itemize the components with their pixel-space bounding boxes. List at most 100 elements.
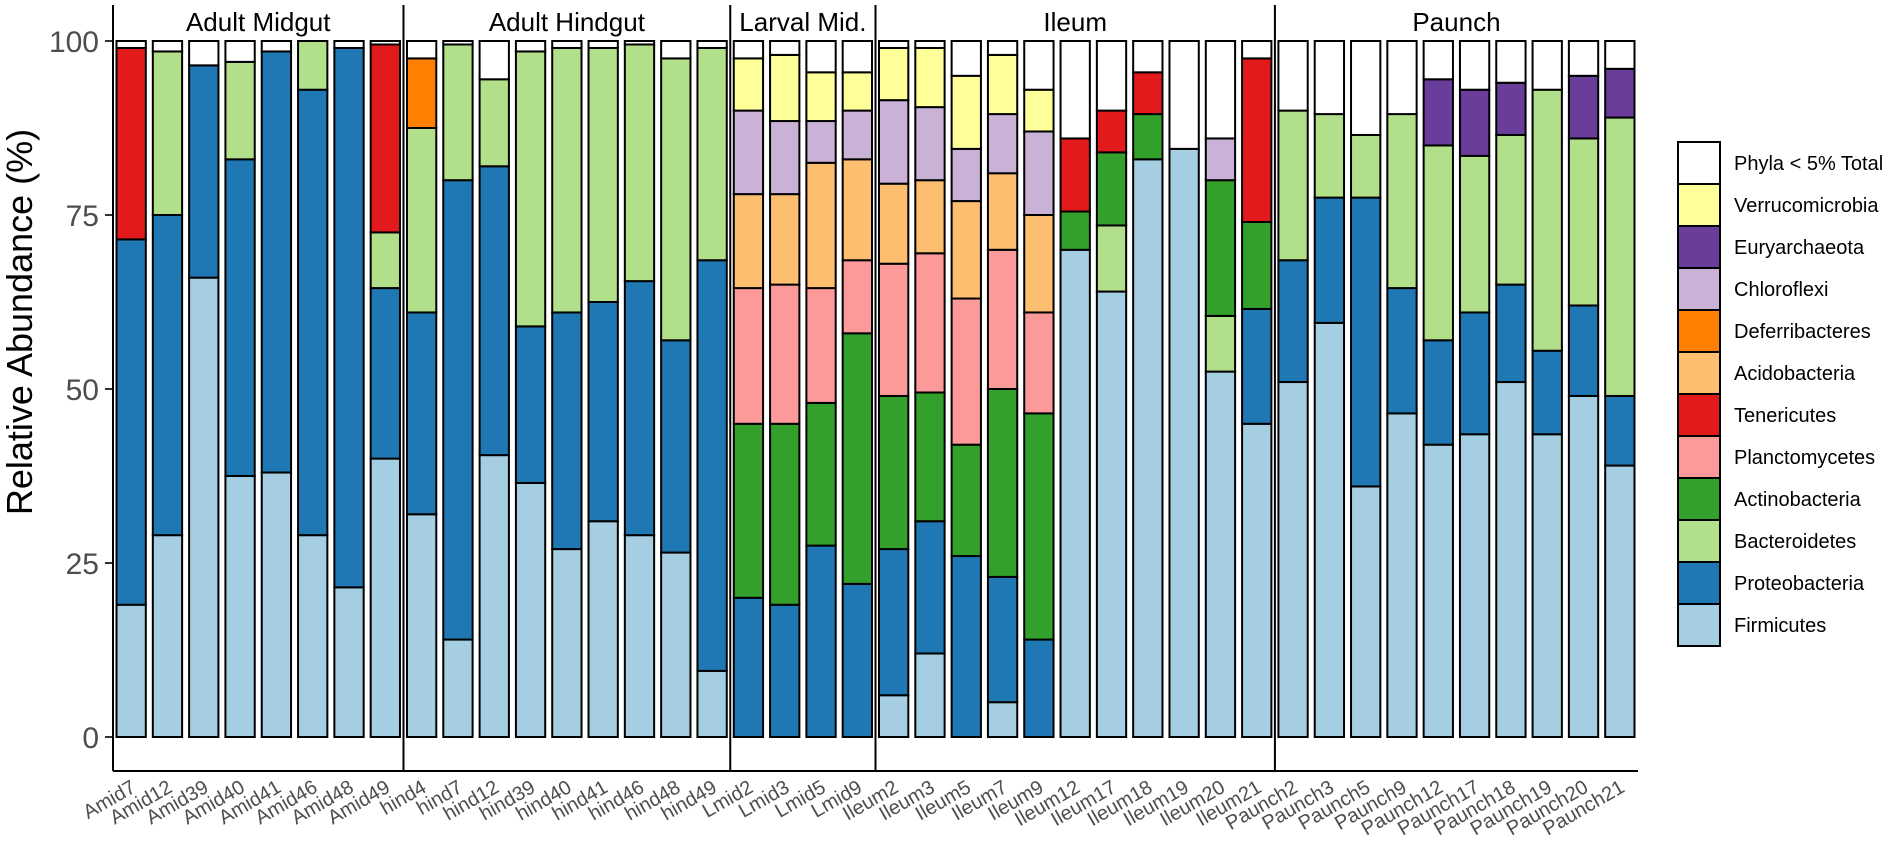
bar-segment-paunch20-proteobacteria (1567, 304, 1600, 397)
bar-segment-hind40-firmicutes (551, 548, 583, 739)
bar-segment-paunch18-bacteroidetes (1495, 133, 1527, 286)
bar-segment-ileum21-phyla-5-total (1241, 40, 1273, 60)
bar-segment-paunch3-bacteroidetes (1313, 113, 1346, 199)
bar-segment-ileum3-firmicutes (914, 652, 946, 738)
bar-segment-ileum7-firmicutes (986, 701, 1019, 739)
bar-segment-ileum2-chloroflexi (878, 99, 910, 185)
bar-segment-lmid9-phyla-5-total (841, 40, 874, 74)
facet-panels: Adult Midgut Adult Hindgut Larval Mid. Ileu… (186, 5, 1501, 771)
bar-segment-hind4-deferribacteres (405, 57, 438, 129)
bar-segment-amid12-bacteroidetes (151, 50, 184, 216)
legend-key-acidobacteria (1677, 351, 1721, 395)
bar-segment-amid46-firmicutes (297, 534, 329, 738)
bar-segment-ileum7-actinobacteria (986, 388, 1019, 578)
bar-segment-lmid3-verrucomicrobia (769, 53, 801, 123)
bar-segment-hind12-firmicutes (478, 454, 510, 738)
bar-segment-hind41-proteobacteria (587, 301, 619, 523)
bar-segment-hind46-phyla-5-total (623, 40, 656, 46)
bar-segment-lmid2-planctomycetes (732, 287, 765, 425)
bar-segment-hind7-proteobacteria (442, 179, 474, 641)
legend-label-euryarchaeota: Euryarchaeota (1734, 237, 1865, 259)
bar-segment-amid12-firmicutes (151, 534, 184, 738)
bar-segment-amid39-firmicutes (188, 276, 220, 738)
bar-segment-ileum5-acidobacteria (950, 200, 982, 300)
bar-segment-paunch12-firmicutes (1422, 443, 1454, 738)
bar-segment-ileum18-firmicutes (1132, 158, 1164, 738)
bar-segment-hind49-proteobacteria (696, 259, 728, 672)
bar-segment-ileum3-acidobacteria (914, 179, 946, 255)
bar-segment-ileum7-chloroflexi (986, 113, 1019, 175)
bar-segment-hind48-bacteroidetes (660, 57, 692, 342)
bar-segment-lmid5-chloroflexi (805, 120, 837, 164)
bar-segment-paunch21-euryarchaeota (1604, 67, 1636, 119)
bar-segment-ileum2-firmicutes (878, 694, 910, 738)
bar-segment-lmid5-phyla-5-total (805, 40, 837, 74)
bar-segment-lmid9-acidobacteria (841, 158, 874, 262)
bar-segment-paunch5-bacteroidetes (1350, 133, 1382, 199)
bar-segment-paunch19-firmicutes (1531, 433, 1563, 738)
bar-segment-ileum3-proteobacteria (914, 520, 946, 655)
bar-segment-amid48-firmicutes (333, 586, 365, 738)
bar-segment-hind4-firmicutes (405, 513, 438, 739)
bar-segment-ileum3-verrucomicrobia (914, 46, 946, 109)
bar-segment-paunch17-proteobacteria (1458, 311, 1491, 436)
legend-key-firmicutes (1677, 603, 1721, 647)
bar-segment-ileum20-firmicutes (1204, 370, 1237, 738)
legend-key-proteobacteria (1677, 561, 1721, 605)
bar-segment-paunch2-proteobacteria (1277, 259, 1309, 384)
bar-segment-hind12-bacteroidetes (478, 78, 510, 168)
bar-segment-ileum9-planctomycetes (1023, 311, 1055, 415)
bar-segment-paunch2-firmicutes (1277, 381, 1309, 738)
bar-segment-lmid5-acidobacteria (805, 161, 837, 290)
bar-segment-paunch21-bacteroidetes (1604, 116, 1636, 397)
bar-segment-ileum17-bacteroidetes (1095, 224, 1128, 293)
legend-label-acidobacteria: Acidobacteria (1734, 363, 1856, 385)
bar-segment-hind41-phyla-5-total (587, 40, 619, 49)
bar-segment-ileum18-phyla-5-total (1132, 40, 1164, 74)
legend-label-proteobacteria: Proteobacteria (1734, 573, 1865, 595)
y-tick-label: 50 (66, 374, 99, 407)
bar-segment-lmid9-chloroflexi (841, 109, 874, 161)
bar-segment-ileum18-tenericutes (1132, 71, 1164, 116)
bar-segment-hind48-firmicutes (660, 551, 692, 738)
bar-segment-amid7-tenericutes (115, 46, 147, 241)
legend-label-verrucomicrobia: Verrucomicrobia (1734, 195, 1879, 217)
bar-segment-ileum7-proteobacteria (986, 575, 1019, 704)
bar-segment-amid39-proteobacteria (188, 64, 220, 279)
bar-segment-paunch18-firmicutes (1495, 381, 1527, 738)
bar-segment-hind7-phyla-5-total (442, 40, 474, 46)
legend-label-chloroflexi: Chloroflexi (1734, 279, 1828, 301)
bar-segment-hind4-phyla-5-total (405, 40, 438, 60)
legend-label-actinobacteria: Actinobacteria (1734, 489, 1862, 511)
bar-segment-ileum12-phyla-5-total (1059, 40, 1091, 140)
bar-segment-amid39-phyla-5-total (188, 40, 220, 67)
bar-segment-amid40-phyla-5-total (224, 40, 256, 63)
bar-segment-hind4-proteobacteria (405, 311, 438, 516)
bar-segment-ileum3-planctomycetes (914, 252, 946, 394)
legend-key-phyla-5-total (1677, 141, 1721, 185)
bar-segment-ileum21-firmicutes (1241, 422, 1273, 738)
bar-segment-ileum20-chloroflexi (1204, 137, 1237, 182)
bar-segment-amid49-phyla-5-total (369, 40, 401, 46)
bar-segment-paunch5-phyla-5-total (1350, 40, 1382, 136)
bar-segment-paunch12-proteobacteria (1422, 339, 1454, 446)
bar-segment-lmid2-verrucomicrobia (732, 57, 765, 112)
bar-segment-lmid3-phyla-5-total (769, 40, 801, 56)
y-tick-label: 25 (66, 548, 99, 581)
bar-segment-paunch17-bacteroidetes (1458, 154, 1491, 314)
bar-segment-amid40-proteobacteria (224, 158, 256, 477)
bar-segment-hind40-proteobacteria (551, 311, 583, 551)
bar-segment-ileum5-phyla-5-total (950, 40, 982, 77)
bar-segment-ileum17-phyla-5-total (1095, 40, 1128, 112)
bar-segment-paunch20-phyla-5-total (1567, 40, 1600, 77)
y-axis-title: Relative Abundance (%) (0, 129, 40, 515)
bar-segment-paunch21-proteobacteria (1604, 394, 1636, 467)
bar-segment-ileum9-chloroflexi (1023, 130, 1055, 216)
bar-segment-amid40-bacteroidetes (224, 60, 256, 161)
bar-segment-ileum5-chloroflexi (950, 147, 982, 203)
bar-segment-paunch20-firmicutes (1567, 394, 1600, 738)
x-axis-tick-labels: Amid7Amid12Amid39Amid40Amid41Amid46Amid4… (80, 776, 1629, 840)
bar-segment-amid7-proteobacteria (115, 238, 147, 606)
legend-key-deferribacteres (1677, 309, 1721, 353)
bar-segment-amid41-proteobacteria (260, 50, 293, 474)
